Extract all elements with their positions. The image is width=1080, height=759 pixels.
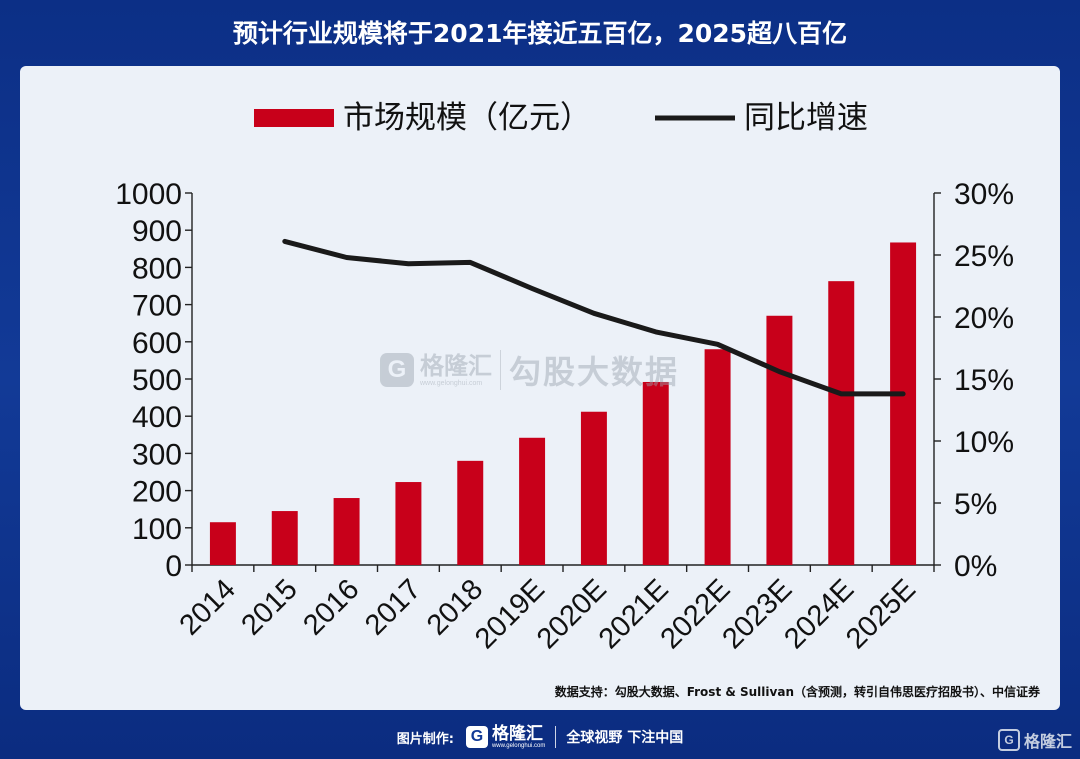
bar-market-size: [704, 349, 731, 565]
chart: 市场规模（亿元） 同比增速 0 100 200 300 400 500 600 700 800 900…: [115, 100, 1014, 655]
bar-market-size: [519, 437, 546, 565]
left-axis-tick-label: 200: [132, 476, 182, 509]
x-axis-tick-label: 2020E: [531, 573, 613, 655]
right-axis-tick-label: 25%: [954, 240, 1014, 273]
right-axis-tick-label: 15%: [954, 364, 1014, 397]
x-axis-tick-label: 2014: [174, 573, 242, 641]
right-axis-tick-label: 10%: [954, 426, 1014, 459]
watermark-brand: 格隆汇: [420, 351, 492, 380]
page-title: 预计行业规模将于2021年接近五百亿，2025超八百亿: [232, 19, 848, 48]
left-axis-tick-label: 700: [132, 290, 182, 323]
footer-brand-box: 格隆汇 www.gelonghui.com: [492, 725, 545, 750]
footer-brand: 格隆汇: [491, 723, 543, 744]
footer-url: www.gelonghui.com: [491, 742, 546, 749]
right-axis-tick-label: 30%: [954, 178, 1014, 211]
x-axis-tick-label: 2023E: [716, 573, 798, 655]
legend-bar-swatch: [254, 109, 334, 127]
x-axis-tick-label: 2015: [235, 573, 303, 641]
bar-market-size: [766, 315, 793, 565]
legend: 市场规模（亿元） 同比增速: [254, 100, 868, 135]
watermark-text: 勾股大数据: [509, 353, 680, 391]
footer-slogan: 全球视野 下注中国: [566, 730, 684, 746]
x-axis-tick-label: 2025E: [840, 573, 922, 655]
x-axis-tick-label: 2021E: [593, 573, 675, 655]
corner-logo: G 格隆汇: [997, 728, 1072, 752]
left-axis-tick-label: 600: [132, 327, 182, 360]
left-axis-tick-label: 100: [132, 513, 182, 546]
left-axis-tick-label: 1000: [115, 178, 182, 211]
watermark: G 格隆汇 www.gelonghui.com 勾股大数据: [380, 348, 679, 392]
watermark-divider: [500, 350, 501, 390]
footer-divider: [555, 726, 557, 748]
data-source-note: 数据支持：勾股大数据、Frost & Sullivan（含预测，转引自伟思医疗招…: [554, 685, 1040, 699]
left-axis-tick-label: 300: [132, 438, 182, 471]
bar-market-size: [828, 281, 855, 565]
left-axis-tick-label: 800: [132, 252, 182, 285]
right-axis-tick-label: 20%: [954, 302, 1014, 335]
gelonghui-logo-icon: G: [380, 353, 414, 387]
left-axis-tick-label: 900: [132, 215, 182, 248]
x-axis-tick-label: 2022E: [655, 573, 737, 655]
growth-rate-line: [282, 238, 906, 397]
x-axis-tick-label: 2016: [297, 573, 365, 641]
legend-label-market-size: 市场规模（亿元）: [343, 100, 591, 135]
left-axis-tick-label: 0: [165, 550, 182, 583]
bar-market-size: [890, 242, 917, 565]
bar-market-size: [271, 511, 298, 565]
x-axis-tick-label: 2017: [359, 573, 427, 641]
watermark-brand-box: 格隆汇 www.gelonghui.com: [420, 353, 492, 388]
x-axis-tick-label: 2024E: [778, 573, 860, 655]
bar-market-size: [642, 381, 669, 565]
bar-market-size: [395, 482, 422, 565]
footer-logo-icon: G: [465, 726, 488, 748]
bar-market-size: [209, 522, 236, 565]
bar-market-size: [333, 498, 360, 565]
footer: 图片制作: G 格隆汇 www.gelonghui.com 全球视野 下注中国: [0, 718, 1080, 756]
right-axis-tick-label: 0%: [954, 550, 997, 583]
legend-label-growth: 同比增速: [744, 100, 868, 135]
bar-market-size: [457, 460, 484, 565]
left-axis-tick-label: 400: [132, 401, 182, 434]
footer-label: 图片制作:: [396, 731, 454, 747]
corner-logo-icon: G: [997, 729, 1020, 751]
bar-market-size: [580, 411, 607, 565]
chart-panel: 市场规模（亿元） 同比增速 0 100 200 300 400 500 600 700 800 900…: [20, 66, 1060, 710]
corner-brand: 格隆汇: [1023, 732, 1072, 751]
right-axis-tick-label: 5%: [954, 488, 997, 521]
x-axis-tick-label: 2019E: [469, 573, 551, 655]
watermark-url: www.gelonghui.com: [420, 379, 483, 387]
left-axis-tick-label: 500: [132, 364, 182, 397]
